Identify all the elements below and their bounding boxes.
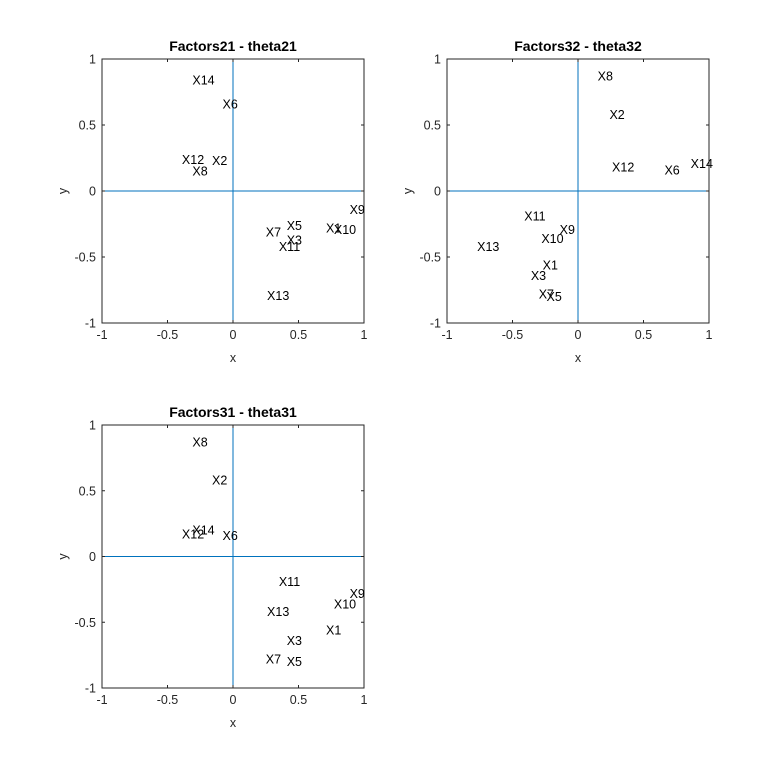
point-label-x12: X12: [182, 528, 204, 542]
point-label-x8: X8: [598, 70, 613, 84]
y-axis-label: y: [401, 187, 415, 194]
point-label-x12: X12: [612, 161, 634, 175]
point-label-x13: X13: [267, 289, 289, 303]
point-label-x1: X1: [326, 221, 341, 235]
point-label-x11: X11: [279, 240, 300, 254]
x-tick-label: 0: [575, 328, 582, 342]
point-label-x2: X2: [609, 108, 624, 122]
x-axis-label: x: [575, 351, 582, 365]
chart-title: Factors32 - theta32: [514, 38, 642, 54]
y-tick-label: -0.5: [74, 616, 96, 630]
point-label-x9: X9: [560, 223, 575, 237]
point-label-x6: X6: [223, 529, 238, 543]
x-tick-label: 1: [706, 328, 713, 342]
point-label-x5: X5: [287, 219, 302, 233]
x-tick-label: 1: [361, 693, 368, 707]
subplot-2: -1 -0.5 0 0.5 1 -1 -0.5 0 0.5 1 Factors32 - theta3…: [401, 38, 713, 365]
subplot-3: -1 -0.5 0 0.5 1 -1 -0.5 0 0.5 1 Factors31 - theta3…: [56, 404, 368, 730]
point-label-x9: X9: [350, 203, 365, 217]
y-tick-label: -1: [85, 317, 96, 331]
point-label-x10: X10: [541, 232, 563, 246]
point-label-x1: X1: [543, 258, 558, 272]
x-tick-label: -1: [96, 693, 107, 707]
x-tick-label: 0.5: [635, 328, 652, 342]
x-tick-label: 0: [230, 693, 237, 707]
point-label-x5: X5: [547, 290, 562, 304]
x-axis-label: x: [230, 351, 237, 365]
point-label-x13: X13: [267, 605, 289, 619]
y-axis-label: y: [56, 553, 70, 560]
point-label-x2: X2: [212, 474, 227, 488]
point-label-x6: X6: [223, 97, 238, 111]
y-tick-label: 0.5: [424, 119, 441, 133]
y-tick-label: -1: [85, 682, 96, 696]
point-label-x2: X2: [212, 154, 227, 168]
x-tick-label: 1: [361, 328, 368, 342]
y-tick-label: 0.5: [79, 484, 96, 498]
y-tick-label: 0.5: [79, 119, 96, 133]
x-tick-label: 0.5: [290, 693, 307, 707]
y-tick-label: 0: [89, 550, 96, 564]
y-axis-label: y: [56, 187, 70, 194]
x-tick-label: 0.5: [290, 328, 307, 342]
y-tick-label: -0.5: [74, 251, 96, 265]
point-label-x14: X14: [192, 74, 214, 88]
subplot-1: -1 -0.5 0 0.5 1 -1 -0.5 0 0.5 1 Factors21 - theta2…: [56, 38, 368, 365]
point-label-x14: X14: [691, 157, 713, 171]
x-tick-label: 0: [230, 328, 237, 342]
point-label-x5: X5: [287, 655, 302, 669]
point-label-x11: X11: [524, 210, 545, 224]
x-axis-label: x: [230, 716, 237, 730]
x-tick-label: -0.5: [502, 328, 524, 342]
point-label-x12: X12: [182, 153, 204, 167]
y-tick-label: 1: [89, 53, 96, 67]
y-tick-label: 0: [89, 185, 96, 199]
y-tick-label: -0.5: [419, 251, 441, 265]
point-label-x3: X3: [287, 634, 302, 648]
y-tick-label: -1: [430, 317, 441, 331]
point-label-x7: X7: [266, 225, 281, 239]
point-label-x8: X8: [192, 165, 207, 179]
x-tick-label: -1: [441, 328, 452, 342]
point-label-x1: X1: [326, 624, 341, 638]
y-tick-label: 1: [434, 53, 441, 67]
point-label-x11: X11: [279, 575, 300, 589]
point-label-x6: X6: [664, 163, 679, 177]
point-label-x10: X10: [334, 223, 356, 237]
point-label-x10: X10: [334, 597, 356, 611]
point-label-x3: X3: [531, 269, 546, 283]
y-tick-label: 0: [434, 185, 441, 199]
x-tick-label: -1: [96, 328, 107, 342]
point-label-x13: X13: [477, 240, 499, 254]
x-tick-label: -0.5: [157, 693, 179, 707]
chart-title: Factors21 - theta21: [169, 38, 297, 54]
point-label-x7: X7: [266, 653, 281, 667]
x-tick-label: -0.5: [157, 328, 179, 342]
point-label-x14: X14: [192, 524, 214, 538]
point-label-x8: X8: [192, 436, 207, 450]
point-label-x3: X3: [287, 233, 302, 247]
point-label-x7: X7: [539, 287, 554, 301]
chart-title: Factors31 - theta31: [169, 404, 297, 420]
y-tick-label: 1: [89, 419, 96, 433]
point-label-x9: X9: [350, 587, 365, 601]
